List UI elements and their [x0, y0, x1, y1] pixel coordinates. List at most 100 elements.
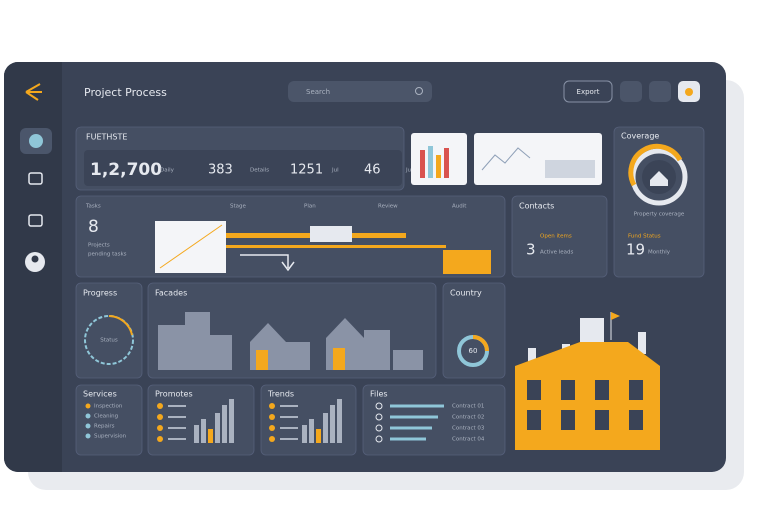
timeline-box: [310, 226, 352, 242]
notif-dot: [685, 88, 693, 96]
facades-title: Facades: [155, 289, 187, 298]
mini-bar: [201, 419, 206, 443]
file-bar: [390, 404, 444, 408]
mini-bar: [208, 429, 213, 443]
timeline-sub: pending tasks: [88, 252, 127, 258]
window: [527, 380, 541, 400]
thumb-bar: [428, 146, 433, 178]
legend-line: [168, 427, 186, 429]
trends-title: Trends: [267, 390, 294, 399]
legend-line: [168, 438, 186, 440]
service-item: Repairs: [94, 424, 115, 430]
stat-value: 383: [208, 163, 233, 178]
stats-title: FUETHSTE: [86, 133, 127, 142]
legend-dot: [157, 414, 163, 420]
legend-line: [280, 438, 298, 440]
stat-value: 46: [364, 163, 381, 178]
facade-building: [393, 350, 423, 370]
file-bar: [390, 415, 438, 419]
service-dot: [85, 403, 91, 409]
nav-icon[interactable]: [28, 172, 43, 185]
folder-button[interactable]: [649, 81, 671, 102]
chimney: [638, 332, 646, 354]
progress-label: Status: [100, 338, 118, 344]
coverage-label: Fund Status: [628, 234, 661, 240]
stat-value: 1,2,700: [90, 160, 162, 180]
service-dot: [85, 433, 91, 439]
legend-line: [168, 405, 186, 407]
stat-value: 1251: [290, 163, 323, 178]
file-name: Contract 04: [452, 437, 485, 443]
stats-row: [84, 150, 402, 186]
contacts-value: 3: [526, 241, 536, 259]
coverage-title: Coverage: [621, 132, 659, 141]
legend-dot: [269, 414, 275, 420]
nav-icon[interactable]: [28, 214, 43, 227]
timeline-column: Audit: [452, 204, 467, 210]
timeline-arrow: [240, 254, 295, 272]
timeline-column: Review: [378, 204, 398, 210]
window: [561, 380, 575, 400]
window: [595, 380, 609, 400]
timeline-column: Tasks: [85, 204, 101, 210]
window: [561, 410, 575, 430]
file-bar: [390, 426, 432, 430]
search-box[interactable]: [288, 81, 432, 102]
user-button[interactable]: [620, 81, 642, 102]
legend-dot: [269, 425, 275, 431]
mini-bars: [157, 399, 342, 443]
mini-bar: [330, 405, 335, 443]
roof: [515, 342, 660, 366]
thumb-bar: [444, 148, 449, 178]
export-button[interactable]: [563, 80, 613, 103]
legend-line: [280, 416, 298, 418]
file-name: Contract 02: [452, 415, 484, 421]
service-dot: [85, 423, 91, 429]
thumb-block: [545, 160, 595, 178]
export-label: Export: [577, 88, 600, 96]
window: [629, 410, 643, 430]
thumb-bar: [436, 155, 441, 178]
avatar-head: [31, 255, 39, 263]
country-arc: [472, 335, 489, 352]
timeline-label: Projects: [88, 243, 110, 249]
legend-line: [168, 416, 186, 418]
services-card: [75, 384, 143, 456]
stat-label: Jun: [405, 168, 415, 174]
thumb-line: [481, 147, 531, 171]
progress-card: [75, 282, 143, 379]
progress-ring: [84, 315, 134, 365]
file-icon: [375, 424, 383, 432]
facade-door: [333, 348, 345, 370]
page-title: Project Process: [84, 86, 167, 99]
timeline-bar: [226, 245, 446, 248]
legend-line: [280, 427, 298, 429]
service-dot: [85, 413, 91, 419]
windows: [527, 380, 643, 430]
timeline-column: Stage: [230, 204, 247, 210]
coverage-value: 19: [626, 241, 645, 259]
legend-dot: [157, 436, 163, 442]
mini-bar: [337, 399, 342, 443]
service-item: Cleaning: [94, 414, 118, 420]
coverage-sub: Monthly: [648, 250, 671, 256]
progress-arc: [108, 315, 133, 336]
contacts-card: [511, 195, 608, 278]
search-placeholder: Search: [306, 88, 330, 96]
files-list: Contract 01 Contract 02 Contract 03 Contrac…: [375, 402, 485, 443]
window: [595, 410, 609, 430]
gauge-house: [650, 171, 668, 186]
stat-label: Daily: [160, 168, 175, 174]
country-value: 60: [469, 347, 478, 355]
service-item: Supervision: [94, 434, 127, 440]
legend-dot: [269, 403, 275, 409]
file-name: Contract 03: [452, 426, 485, 432]
stat-label: Details: [250, 168, 269, 174]
mini-bar: [309, 419, 314, 443]
file-name: Contract 01: [452, 404, 484, 410]
nav-icon[interactable]: [29, 134, 43, 148]
legend-line: [280, 405, 298, 407]
file-icon: [375, 435, 383, 443]
timeline-block: [443, 250, 491, 274]
